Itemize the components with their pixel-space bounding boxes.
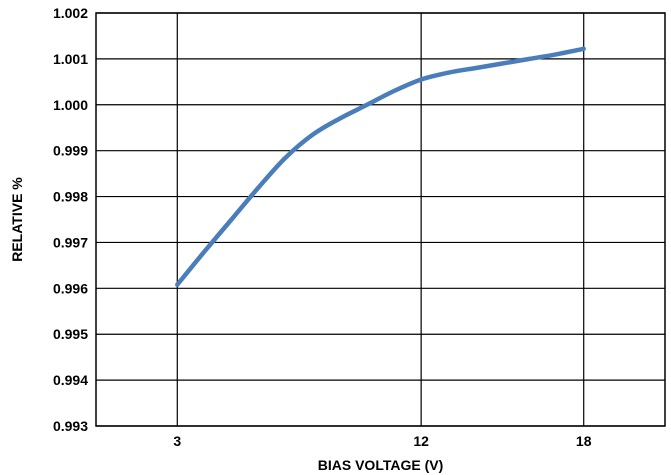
- y-tick-label: 0.995: [53, 326, 88, 342]
- y-tick-label: 0.994: [53, 372, 88, 388]
- vertical-gridlines: [176, 13, 585, 426]
- horizontal-gridlines: [96, 12, 665, 427]
- y-tick-label: 1.000: [53, 97, 88, 113]
- y-tick-label: 1.001: [53, 51, 88, 67]
- y-tick-label: 0.997: [53, 234, 88, 250]
- x-tick-label: 12: [413, 433, 429, 449]
- x-tick-labels: 3 12 18: [173, 433, 591, 449]
- x-axis-title: BIAS VOLTAGE (V): [318, 457, 443, 473]
- y-tick-label: 1.002: [53, 5, 88, 21]
- plot-frame: [95, 12, 666, 427]
- y-tick-label: 0.996: [53, 280, 88, 296]
- series-line: [175, 46, 586, 287]
- y-tick-label: 0.993: [53, 418, 88, 434]
- y-axis-title: RELATIVE %: [9, 177, 25, 262]
- y-tick-label: 0.998: [53, 189, 88, 205]
- x-tick-label: 18: [576, 433, 592, 449]
- y-tick-label: 0.999: [53, 143, 88, 159]
- x-tick-label: 3: [173, 433, 181, 449]
- y-tick-labels: 1.002 1.001 1.000 0.999 0.998 0.997 0.996 0.995…: [53, 5, 88, 434]
